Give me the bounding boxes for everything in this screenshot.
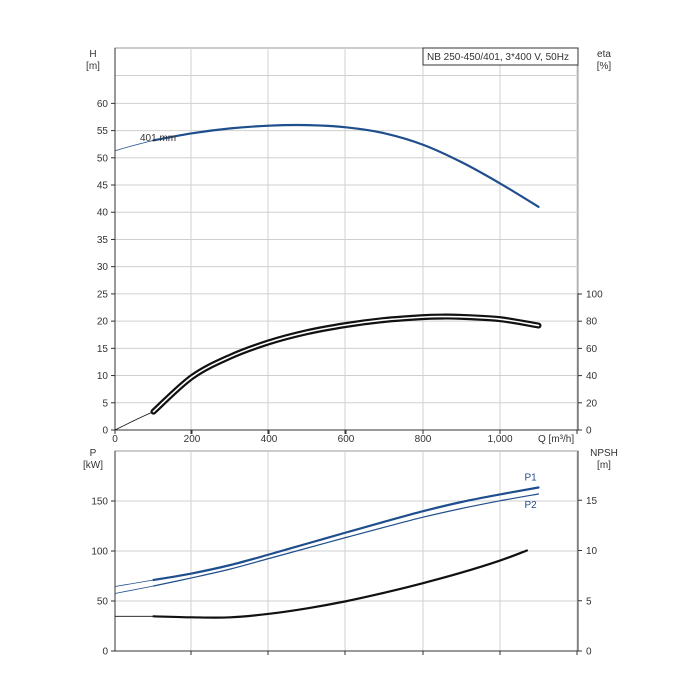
right-tick-label: 15 bbox=[586, 496, 598, 507]
x-axis-title: Q [m³/h] bbox=[538, 434, 574, 445]
top-panel-hq-eta: 051015202530354045505560020406080100H[m]… bbox=[86, 47, 612, 445]
series-label: 401 mm bbox=[140, 133, 176, 144]
right-tick-label: 80 bbox=[586, 317, 598, 328]
right-tick-label: 60 bbox=[586, 344, 598, 355]
series-label: P1 bbox=[525, 473, 538, 484]
series-curve-0-1 bbox=[114, 313, 542, 431]
left-tick-label: 0 bbox=[102, 647, 108, 658]
left-tick-label: 150 bbox=[91, 497, 108, 508]
left-tick-label: 35 bbox=[97, 235, 109, 246]
series-line bbox=[152, 123, 540, 208]
right-axis-unit: [m] bbox=[597, 460, 611, 471]
series-line-inner bbox=[152, 315, 540, 413]
bottom-panel-p-npsh: 0 50 100 150 0 5 10 15 P[kW] NPSH[m] P1 P2 bbox=[83, 448, 618, 658]
right-tick-label: 0 bbox=[586, 647, 592, 658]
series-line bbox=[152, 493, 540, 587]
left-axis-unit: [m] bbox=[86, 61, 100, 72]
left-tick-label: 50 bbox=[97, 153, 109, 164]
series-line bbox=[152, 549, 529, 619]
right-tick-label: 20 bbox=[586, 398, 598, 409]
left-tick-label: 0 bbox=[102, 426, 108, 437]
right-axis-unit: [%] bbox=[597, 61, 612, 72]
x-tick-label: 400 bbox=[261, 434, 278, 445]
left-axis-title: H bbox=[89, 49, 96, 60]
title-box bbox=[422, 47, 579, 66]
x-tick-label: 1,000 bbox=[487, 434, 512, 445]
right-axis-title: NPSH bbox=[590, 448, 618, 459]
left-tick-label: 25 bbox=[97, 289, 109, 300]
x-tick-label: 200 bbox=[184, 434, 201, 445]
left-tick-label: 30 bbox=[97, 262, 109, 273]
series-extension-line bbox=[114, 579, 154, 587]
series-p2: P2 bbox=[114, 493, 540, 594]
series-extension-line bbox=[114, 411, 154, 431]
left-tick-label: 55 bbox=[97, 126, 109, 137]
left-tick-label: 40 bbox=[97, 208, 109, 219]
left-tick-label: 20 bbox=[97, 317, 109, 328]
left-axis-unit: [kW] bbox=[83, 460, 103, 471]
x-tick-label: 0 bbox=[112, 434, 118, 445]
series-line bbox=[150, 313, 542, 415]
series-401-mm: 401 mm bbox=[114, 123, 540, 208]
right-tick-label: 5 bbox=[586, 596, 592, 607]
series-label: P2 bbox=[525, 500, 538, 511]
right-tick-label: 100 bbox=[586, 290, 603, 301]
left-tick-label: 45 bbox=[97, 181, 109, 192]
left-tick-label: 100 bbox=[91, 547, 108, 558]
series-line bbox=[152, 486, 540, 582]
left-tick-label: 50 bbox=[97, 597, 109, 608]
chart-title: NB 250-450/401, 3*400 V, 50Hz bbox=[427, 52, 569, 63]
right-tick-label: 40 bbox=[586, 371, 598, 382]
right-tick-label: 0 bbox=[586, 426, 592, 437]
left-tick-label: 15 bbox=[97, 344, 109, 355]
x-tick-label: 800 bbox=[415, 434, 432, 445]
x-tick-label: 600 bbox=[338, 434, 355, 445]
series-extension-line bbox=[114, 139, 154, 152]
right-axis-title: eta bbox=[597, 49, 611, 60]
series-extension-line bbox=[114, 585, 154, 594]
left-tick-label: 5 bbox=[102, 398, 108, 409]
series-curve-1-2 bbox=[115, 549, 529, 619]
left-tick-label: 60 bbox=[97, 99, 109, 110]
left-axis-title: P bbox=[90, 448, 97, 459]
right-tick-label: 10 bbox=[586, 546, 598, 557]
series-p1: P1 bbox=[114, 473, 540, 587]
left-tick-label: 10 bbox=[97, 371, 109, 382]
